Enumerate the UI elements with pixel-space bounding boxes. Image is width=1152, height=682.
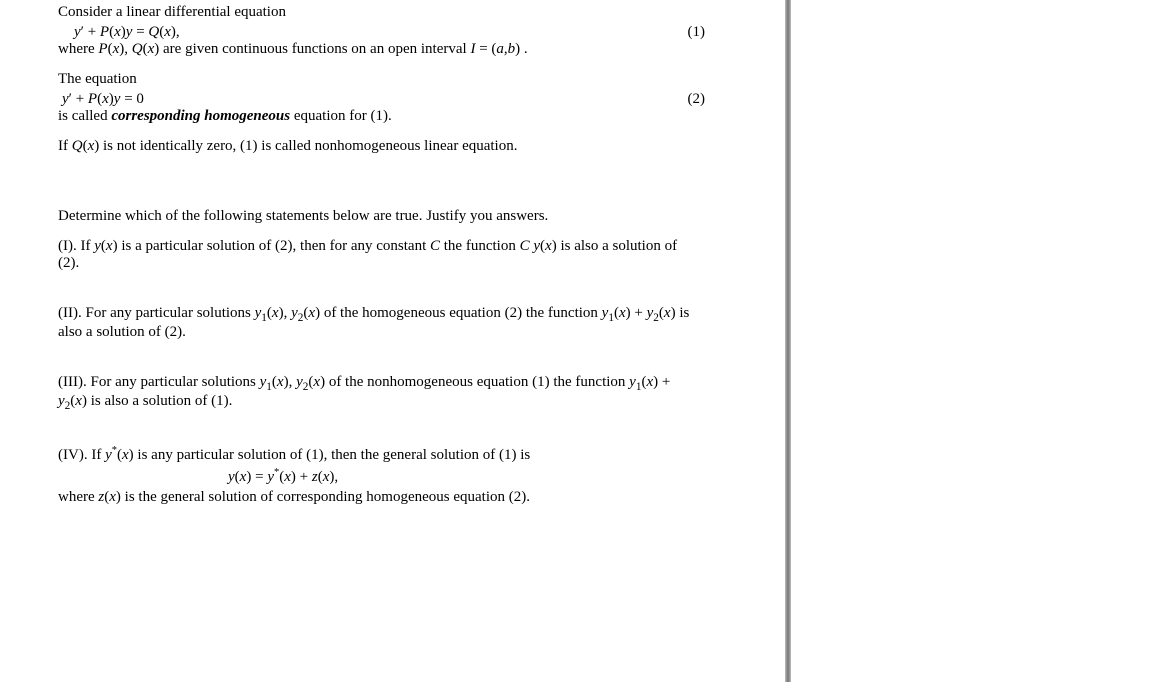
px-term: P(x), (98, 41, 128, 57)
nonhomogeneous-line: If Q(x) is not identically zero, (1) is … (58, 138, 785, 155)
c-term: C (430, 238, 440, 254)
text: (IV). If (58, 447, 105, 463)
ystar-term: y*(x) (105, 447, 134, 463)
text: is not identically zero, (1) is called n… (103, 138, 517, 154)
y2-term: y2(x) (296, 374, 325, 390)
statement-1: (I). If y(x) is a particular solution of… (58, 238, 698, 272)
zx-term: z(x) (98, 489, 121, 505)
homogeneous-line-2: is called corresponding homogeneous equa… (58, 108, 785, 125)
text: If (58, 138, 72, 154)
intro-line-2: where P(x), Q(x) are given continuous fu… (58, 41, 785, 58)
homogeneous-line-1: The equation (58, 71, 785, 88)
text: (I). If (58, 238, 94, 254)
text: is the general solution of corresponding… (125, 489, 530, 505)
text: where (58, 489, 98, 505)
text: equation for (1). (290, 108, 392, 124)
text: where (58, 41, 98, 57)
statement-4-line-2: where z(x) is the general solution of co… (58, 489, 785, 506)
text: is a particular solution of (2), then fo… (121, 238, 430, 254)
text: of the homogeneous equation (2) the func… (324, 305, 602, 321)
equation-1: y′ + P(x)y = Q(x), (74, 24, 180, 41)
qx-term: Q(x) (72, 138, 100, 154)
equation-1-number: (1) (688, 24, 786, 41)
text: The equation (58, 71, 137, 87)
equation-1-row: y′ + P(x)y = Q(x), (1) (58, 24, 785, 41)
equation-2-number: (2) (688, 91, 786, 108)
next-page-gutter (791, 0, 1152, 682)
interval-term: I = (a,b) (470, 41, 520, 57)
yx-term: y(x) (94, 238, 117, 254)
equation-2: y′ + P(x)y = 0 (58, 91, 144, 108)
text: . (524, 41, 528, 57)
y2-term: y2(x) (291, 305, 320, 321)
equation-2-row: y′ + P(x)y = 0 (2) (58, 91, 785, 108)
text: the function (444, 238, 520, 254)
emphasis: corresponding homogeneous (111, 108, 290, 124)
text: are given continuous functions on an ope… (163, 41, 470, 57)
text: (III). For any particular solutions (58, 374, 260, 390)
intro-line-1: Consider a linear differential equation (58, 4, 785, 21)
text: (II). For any particular solutions (58, 305, 255, 321)
prompt-line: Determine which of the following stateme… (58, 208, 785, 225)
statement-4-equation: y(x) = y*(x) + z(x), (58, 467, 785, 486)
document-page: Consider a linear differential equation … (0, 0, 785, 682)
eq-term: y(x) = y*(x) + z(x), (228, 469, 338, 485)
y1-term: y1(x), (255, 305, 288, 321)
text: Determine which of the following stateme… (58, 208, 548, 224)
text: Consider a linear differential equation (58, 4, 286, 20)
text: of the nonhomogeneous equation (1) the f… (329, 374, 629, 390)
sum-term: y1(x) + y2(x) (602, 305, 676, 321)
text: is called (58, 108, 111, 124)
statement-4-line-1: (IV). If y*(x) is any particular solutio… (58, 445, 785, 464)
cyx-term: C y(x) (520, 238, 557, 254)
statement-2: (II). For any particular solutions y1(x)… (58, 305, 698, 341)
y1-term: y1(x), (260, 374, 293, 390)
statement-3: (III). For any particular solutions y1(x… (58, 374, 698, 412)
text: is also a solution of (1). (91, 393, 233, 409)
qx-term: Q(x) (132, 41, 160, 57)
text: is any particular solution of (1), then … (137, 447, 530, 463)
